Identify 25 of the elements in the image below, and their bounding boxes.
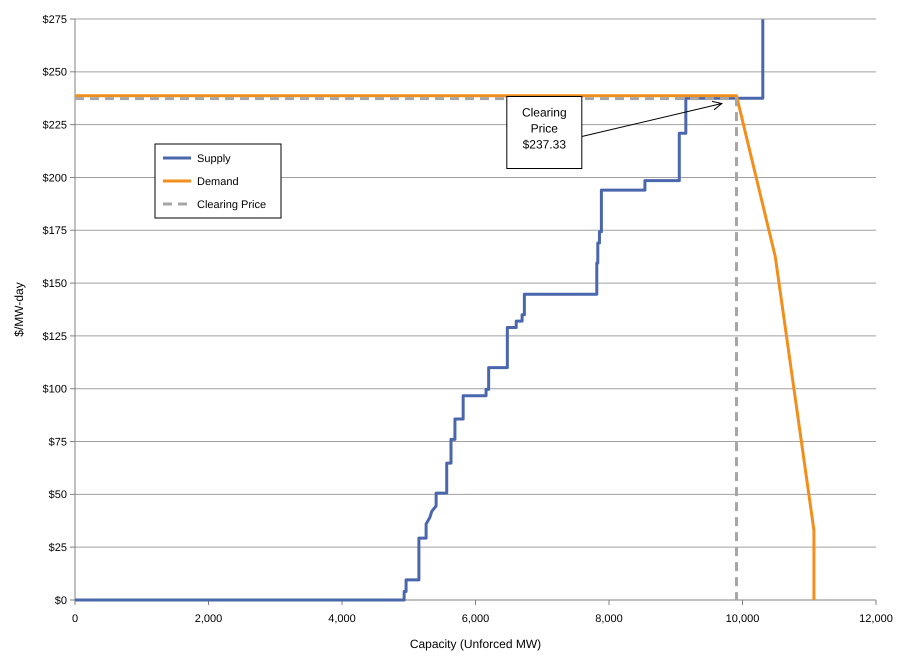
legend-label: Supply — [197, 152, 232, 165]
x-tick-label: 10,000 — [726, 613, 760, 625]
y-tick-label: $175 — [42, 225, 67, 238]
y-tick-label: $250 — [42, 66, 67, 79]
annotation: Clearing Price $237.33 — [522, 106, 567, 152]
x-tick-label: 4,000 — [328, 613, 356, 625]
y-tick-label: $0 — [54, 594, 67, 607]
legend-label: Clearing Price — [197, 198, 266, 211]
y-tick-label: $50 — [48, 489, 67, 502]
y-tick-label: $25 — [48, 542, 67, 554]
x-axis-title: Capacity (Unforced MW) — [410, 637, 542, 651]
x-tick-label: 12,000 — [859, 613, 893, 625]
x-tick-label: 2,000 — [194, 613, 222, 625]
y-tick-label: $200 — [42, 172, 67, 184]
y-tick-label: $75 — [48, 436, 67, 448]
y-axis-title: $/MW-day — [12, 282, 26, 337]
x-tick-label: 0 — [72, 613, 78, 625]
legend-label: Demand — [197, 176, 239, 188]
y-tick-label: $100 — [42, 384, 67, 396]
y-tick-label: $225 — [42, 119, 67, 132]
x-tick-label: 6,000 — [462, 613, 490, 625]
x-tick-label: 8,000 — [595, 613, 623, 625]
y-tick-label: $125 — [42, 330, 67, 343]
y-tick-label: $150 — [42, 278, 67, 290]
y-tick-label: $275 — [42, 14, 67, 26]
